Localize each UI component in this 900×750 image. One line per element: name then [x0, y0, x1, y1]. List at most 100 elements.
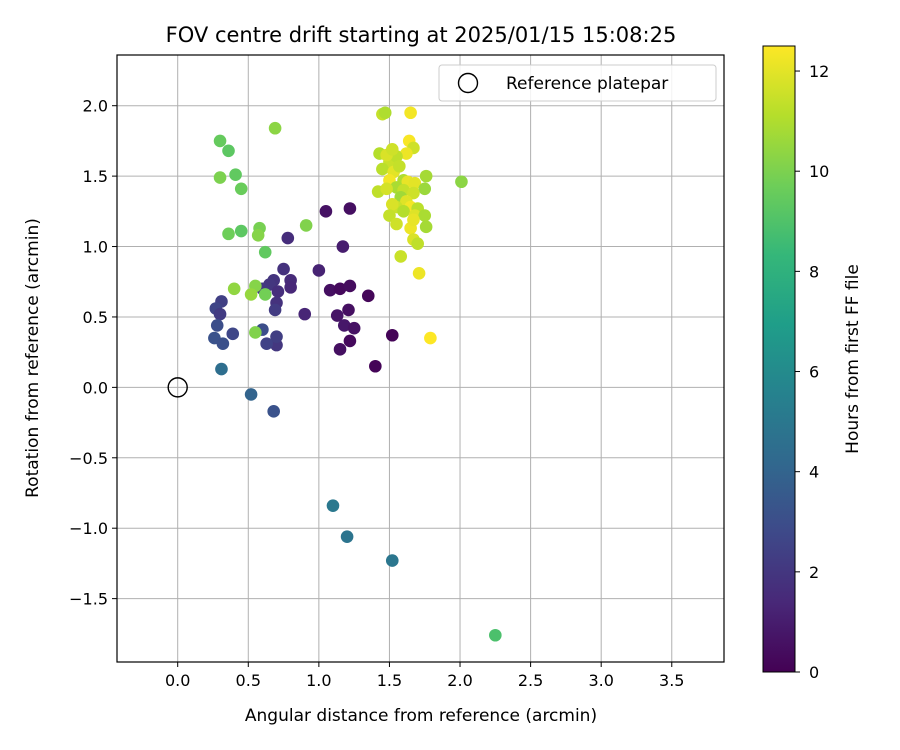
data-point — [424, 331, 437, 345]
y-tick-label: 0.0 — [83, 378, 108, 397]
data-point — [385, 197, 399, 211]
data-point — [390, 217, 403, 231]
x-tick-label: 0.0 — [165, 671, 190, 690]
x-tick-label: 3.5 — [659, 671, 684, 690]
chart-title: FOV centre drift starting at 2025/01/15 … — [166, 23, 677, 47]
colorbar-tick-label: 4 — [809, 463, 819, 482]
data-point — [400, 147, 413, 160]
data-point — [222, 227, 235, 241]
legend-reference-label: Reference platepar — [506, 74, 668, 94]
x-axis-ticks: 0.0 0.5 1.0 1.5 2.0 2.5 3.0 3.5 — [165, 662, 684, 690]
y-tick-label: −0.5 — [69, 449, 108, 468]
data-point — [393, 159, 406, 173]
data-point — [299, 219, 313, 232]
data-point — [213, 307, 227, 321]
y-tick-label: 1.0 — [83, 238, 108, 257]
data-point — [268, 303, 282, 317]
data-point — [336, 240, 350, 253]
data-point — [408, 176, 422, 190]
data-point — [340, 530, 354, 543]
data-point — [234, 224, 248, 238]
data-point — [258, 245, 272, 259]
y-axis-ticks: −1.5 −1.0 −0.5 0.0 0.5 1.0 1.5 2.0 — [69, 97, 117, 609]
data-point — [260, 337, 273, 351]
colorbar-tick-label: 6 — [809, 363, 819, 382]
colorbar-ticks: 0 2 4 6 8 10 12 — [795, 62, 829, 682]
data-point — [412, 266, 426, 280]
data-point — [385, 554, 399, 567]
data-point — [222, 144, 235, 158]
data-point — [369, 359, 382, 373]
reference-layer — [167, 377, 188, 398]
data-point — [319, 205, 333, 218]
data-point — [229, 168, 242, 182]
x-tick-label: 0.5 — [236, 671, 261, 690]
x-tick-label: 1.5 — [377, 671, 402, 690]
data-point — [249, 326, 262, 339]
reference-platepar-marker — [167, 377, 188, 398]
data-point — [343, 279, 357, 293]
y-tick-label: 1.5 — [83, 167, 108, 186]
colorbar-label: Hours from first FF file — [843, 264, 863, 454]
colorbar-tick-label: 2 — [809, 563, 819, 582]
data-point — [271, 285, 285, 298]
y-tick-label: 0.5 — [83, 308, 108, 327]
colorbar-tick-label: 10 — [809, 162, 829, 181]
data-point — [419, 220, 433, 234]
data-point — [330, 309, 344, 322]
x-axis-label: Angular distance from reference (arcmin) — [245, 706, 597, 726]
data-point — [347, 321, 361, 335]
data-point — [361, 289, 375, 303]
points-layer — [208, 106, 502, 642]
data-point — [337, 319, 351, 332]
data-point — [385, 143, 399, 156]
legend-reference-marker-icon — [457, 72, 479, 94]
data-point — [284, 281, 297, 294]
data-point — [281, 231, 295, 245]
data-point — [411, 237, 424, 251]
y-tick-label: −1.5 — [69, 590, 108, 609]
data-point — [489, 628, 502, 642]
data-point — [418, 182, 432, 196]
data-point — [267, 405, 280, 418]
data-point — [298, 307, 312, 321]
data-point — [407, 186, 420, 200]
data-point — [213, 134, 227, 148]
data-point — [380, 182, 393, 196]
data-point — [270, 330, 283, 343]
data-point — [268, 121, 282, 135]
x-tick-label: 1.0 — [306, 671, 331, 690]
y-axis-label: Rotation from reference (arcmin) — [23, 218, 43, 498]
x-tick-label: 3.0 — [588, 671, 613, 690]
data-point — [404, 106, 417, 120]
colorbar-tick-label: 8 — [809, 262, 819, 281]
legend: Reference platepar — [438, 64, 717, 102]
data-point — [333, 282, 347, 296]
data-point — [397, 205, 410, 218]
colorbar — [762, 45, 796, 673]
data-point — [277, 262, 290, 276]
data-point — [227, 282, 241, 296]
data-point — [258, 288, 272, 301]
data-point — [244, 388, 258, 401]
data-point — [216, 337, 230, 351]
data-point — [376, 162, 389, 176]
data-point — [215, 362, 228, 376]
legend-box — [438, 64, 717, 102]
data-point — [394, 250, 408, 263]
data-point — [312, 264, 326, 277]
y-tick-label: 2.0 — [83, 97, 108, 116]
data-point — [378, 106, 392, 120]
colorbar-tick-label: 0 — [809, 663, 819, 682]
x-tick-label: 2.0 — [447, 671, 472, 690]
data-point — [385, 328, 399, 342]
data-point — [326, 499, 340, 512]
data-point — [343, 334, 357, 348]
data-point — [342, 303, 355, 317]
data-point — [213, 171, 227, 184]
data-point — [210, 319, 224, 332]
data-point — [226, 327, 240, 341]
